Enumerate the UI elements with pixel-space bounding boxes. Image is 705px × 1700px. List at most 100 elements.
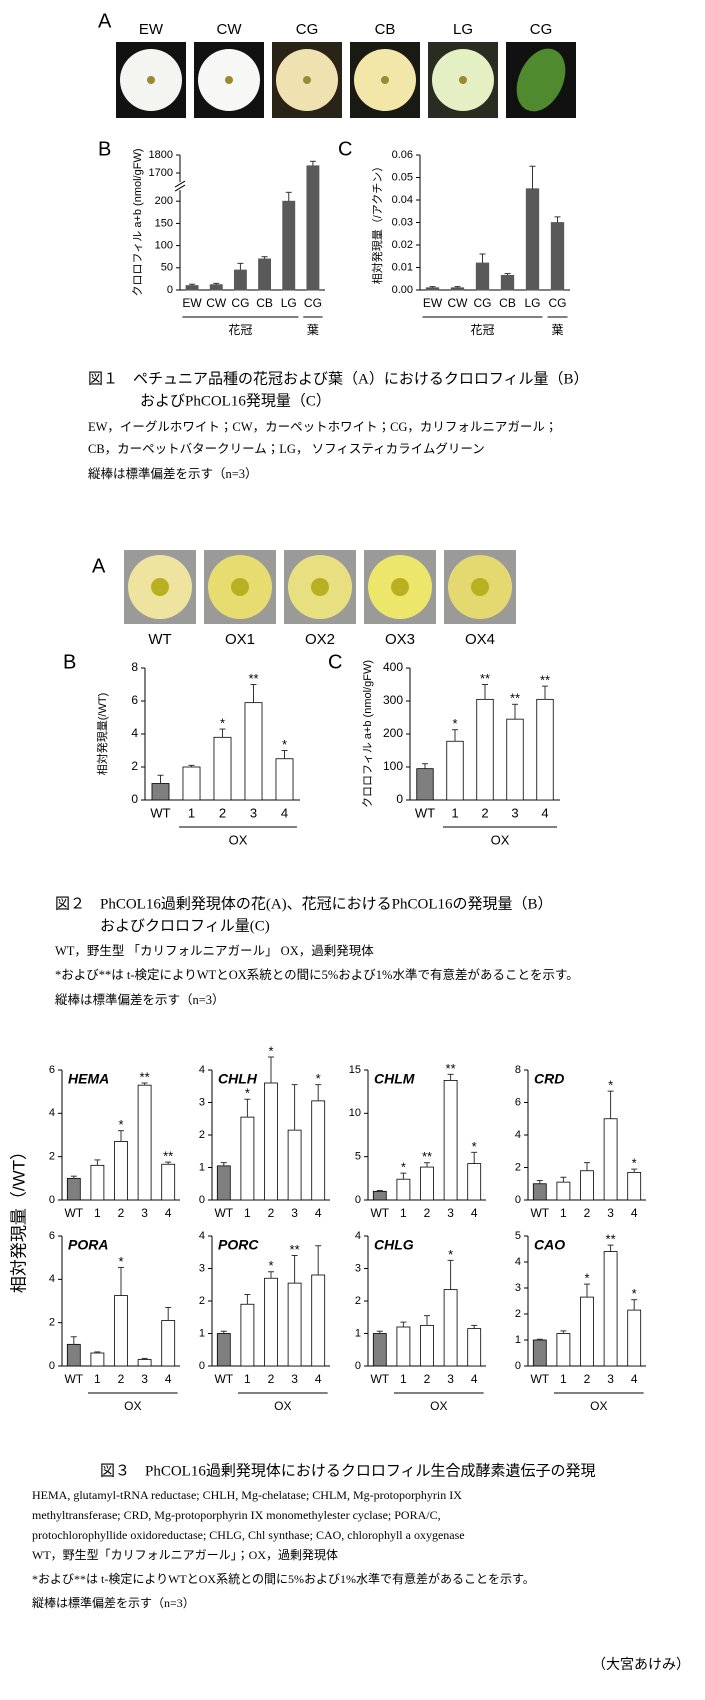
error-bar bbox=[560, 1330, 567, 1334]
y-tick-label: 0.00 bbox=[392, 284, 413, 296]
y-tick-label: 0 bbox=[49, 1194, 55, 1206]
caption-line: 図２ PhCOL16過剰発現体の花(A)、花冠におけるPhCOL16の発現量（B… bbox=[55, 895, 553, 912]
error-bar bbox=[213, 282, 220, 285]
flower-center bbox=[459, 76, 467, 84]
error-bar bbox=[536, 1180, 543, 1184]
x-tick-label: CG bbox=[549, 296, 567, 310]
flower-center bbox=[231, 578, 249, 596]
y-tick-label: 1 bbox=[199, 1161, 205, 1173]
bar bbox=[532, 1339, 547, 1367]
error-bar bbox=[422, 763, 428, 769]
bar bbox=[66, 1343, 81, 1367]
y-tick-label: 2 bbox=[355, 1295, 361, 1307]
photo-label: CG bbox=[296, 21, 319, 38]
error-bar bbox=[400, 1172, 407, 1180]
x-tick-label: 1 bbox=[188, 805, 195, 820]
bar bbox=[137, 1359, 152, 1367]
error-bar bbox=[141, 1357, 148, 1360]
x-tick-label: 3 bbox=[607, 1372, 614, 1386]
error-bar bbox=[376, 1330, 383, 1334]
bar bbox=[209, 284, 223, 291]
x-tick-label: 3 bbox=[141, 1206, 148, 1220]
group-label: OX bbox=[590, 1399, 607, 1413]
error-bar bbox=[471, 1151, 478, 1164]
x-tick-label: 3 bbox=[511, 805, 518, 820]
x-tick-label: 3 bbox=[291, 1372, 298, 1386]
error-bar bbox=[584, 1283, 590, 1298]
photo-label: CG bbox=[530, 21, 553, 38]
photo-label: LG bbox=[453, 21, 473, 38]
x-tick-label: 4 bbox=[541, 805, 548, 820]
bar bbox=[258, 258, 272, 291]
chart-title: CAO bbox=[534, 1237, 565, 1253]
group-label: 花冠 bbox=[470, 323, 494, 337]
y-tick-label: 1 bbox=[515, 1334, 521, 1346]
caption-line: WT，野生型 「カリフォルニアガール」 OX，過剰発現体 bbox=[55, 944, 374, 958]
x-tick-label: 2 bbox=[118, 1206, 125, 1220]
bar bbox=[467, 1163, 482, 1201]
panel-label: C bbox=[328, 651, 342, 673]
flower-center bbox=[311, 578, 329, 596]
y-tick-label: 4 bbox=[515, 1256, 521, 1268]
error-bar bbox=[607, 1090, 614, 1119]
bar bbox=[287, 1129, 302, 1201]
y-tick-label: 6 bbox=[49, 1230, 55, 1242]
y-tick-label: 2 bbox=[49, 1317, 55, 1329]
bar bbox=[416, 768, 434, 801]
y-tick-label: 2 bbox=[131, 759, 138, 773]
error-bar bbox=[631, 1299, 638, 1311]
bar bbox=[603, 1118, 618, 1201]
bar bbox=[476, 698, 494, 801]
y-tick-label: 0 bbox=[355, 1360, 361, 1372]
caption-line: protochlorophyllide oxidoreductase; CHLG… bbox=[32, 1528, 465, 1542]
bar bbox=[500, 274, 515, 291]
x-tick-label: 4 bbox=[281, 805, 288, 820]
y-tick-label: 3 bbox=[199, 1096, 205, 1108]
flower-center bbox=[391, 578, 409, 596]
significance-mark: ** bbox=[446, 1061, 456, 1076]
y-tick-label: 4 bbox=[355, 1230, 361, 1242]
x-tick-label: 1 bbox=[244, 1206, 251, 1220]
x-tick-label: WT bbox=[530, 1206, 549, 1220]
x-tick-label: 4 bbox=[631, 1372, 638, 1386]
error-bar bbox=[281, 750, 288, 759]
bar bbox=[90, 1352, 105, 1367]
y-axis-label: クロロフィル a+b (nmol/gFW) bbox=[361, 660, 374, 808]
bar bbox=[233, 269, 247, 291]
bar bbox=[396, 1178, 411, 1201]
error-bar bbox=[118, 1266, 124, 1296]
caption-line: 縦棒は標準偏差を示す（n=3） bbox=[32, 1595, 195, 1610]
y-tick-label: 2 bbox=[199, 1295, 205, 1307]
error-bar bbox=[291, 1255, 298, 1284]
bar bbox=[161, 1163, 176, 1201]
x-tick-label: 3 bbox=[607, 1206, 614, 1220]
group-label: OX bbox=[124, 1399, 141, 1413]
bar bbox=[396, 1326, 411, 1367]
significance-mark: * bbox=[584, 1271, 589, 1286]
caption-line: HEMA, glutamyl-tRNA reductase; CHLH, Mg-… bbox=[32, 1488, 462, 1502]
y-tick-label: 0 bbox=[199, 1360, 205, 1372]
x-tick-label: CW bbox=[448, 296, 469, 310]
bar bbox=[151, 783, 170, 801]
author: （大宮あけみ） bbox=[592, 1657, 690, 1673]
x-tick-label: 1 bbox=[400, 1206, 407, 1220]
photo-label: OX1 bbox=[225, 631, 255, 648]
panel-label: A bbox=[92, 555, 106, 577]
significance-mark: * bbox=[632, 1286, 637, 1301]
caption-line: *および**は t-検定によりWTとOX系統との間に5%および1%水準で有意差が… bbox=[55, 967, 579, 982]
y-tick-label: 50 bbox=[161, 262, 173, 274]
x-tick-label: WT bbox=[150, 805, 170, 820]
bar bbox=[275, 758, 294, 801]
bar bbox=[443, 1289, 458, 1367]
x-tick-label: 4 bbox=[315, 1372, 322, 1386]
bar bbox=[306, 165, 320, 291]
error-bar bbox=[504, 273, 511, 276]
significance-mark: ** bbox=[140, 1069, 150, 1084]
error-bar bbox=[529, 165, 536, 189]
bar bbox=[66, 1177, 81, 1201]
x-tick-label: WT bbox=[370, 1206, 389, 1220]
chart-title: HEMA bbox=[68, 1071, 109, 1087]
x-tick-label: 4 bbox=[631, 1206, 638, 1220]
significance-mark: * bbox=[118, 1254, 123, 1269]
error-bar bbox=[607, 1244, 614, 1252]
